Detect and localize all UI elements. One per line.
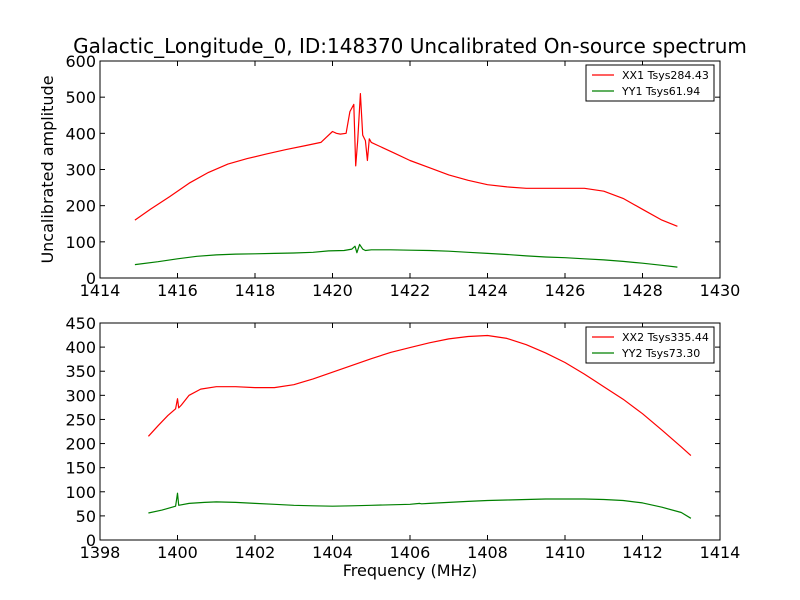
bottom-xtick-label-4: 1406 [390, 543, 431, 562]
bottom-legend-label-2: YY2 Tsys73.30 [621, 347, 700, 360]
top-ytick-label-2: 200 [65, 197, 96, 216]
top-legend: XX1 Tsys284.43 YY1 Tsys61.94 [585, 64, 715, 102]
top-legend-label-1: XX1 Tsys284.43 [622, 69, 709, 82]
top-xtick-label-6: 1426 [545, 281, 586, 300]
bottom-legend-label-1: XX2 Tsys335.44 [622, 331, 709, 344]
bottom-series-2-line [148, 492, 692, 519]
bottom-xtick-label-8: 1414 [700, 543, 741, 562]
bottom-xtick-label-2: 1402 [235, 543, 276, 562]
bottom-ytick-label-6: 300 [65, 386, 96, 405]
top-xtick-label-2: 1418 [235, 281, 276, 300]
bottom-x-axis-label: Frequency (MHz) [343, 561, 477, 580]
top-ytick-label-5: 500 [65, 88, 96, 107]
top-axes: 1414 1416 1418 1420 1422 1424 1426 1428 1430 0 100… [38, 52, 740, 300]
top-series-1-line [134, 92, 678, 227]
bottom-xtick-label-0: 1398 [80, 543, 121, 562]
bottom-axes: 1398 1400 1402 1404 1406 1408 1410 1412 1414 0 50 1… [65, 314, 740, 580]
top-ytick-label-1: 100 [65, 233, 96, 252]
top-ytick-label-3: 300 [65, 161, 96, 180]
figure-title: Galactic_Longitude_0, ID:148370 Uncalibr… [73, 34, 747, 58]
top-ytick-label-0: 0 [86, 269, 96, 288]
top-series-2-line [134, 243, 678, 268]
top-xtick-label-1: 1416 [157, 281, 198, 300]
top-legend-box [585, 64, 715, 102]
bottom-ytick-label-3: 150 [65, 459, 96, 478]
bottom-ytick-label-9: 450 [65, 314, 96, 333]
bottom-xtick-label-3: 1404 [312, 543, 353, 562]
bottom-ytick-label-0: 0 [86, 531, 96, 550]
bottom-xtick-label-5: 1408 [467, 543, 508, 562]
top-ytick-label-6: 600 [65, 52, 96, 71]
top-y-axis-label: Uncalibrated amplitude [38, 75, 57, 263]
bottom-ytick-label-8: 400 [65, 338, 96, 357]
top-xtick-label-8: 1430 [700, 281, 741, 300]
top-xtick-label-7: 1428 [622, 281, 663, 300]
bottom-xtick-label-6: 1410 [545, 543, 586, 562]
bottom-ytick-label-1: 50 [76, 507, 96, 526]
bottom-legend-box [585, 326, 715, 364]
top-legend-label-2: YY1 Tsys61.94 [621, 85, 700, 98]
top-ytick-label-4: 400 [65, 124, 96, 143]
bottom-xtick-label-7: 1412 [622, 543, 663, 562]
top-xtick-label-5: 1424 [467, 281, 508, 300]
bottom-legend: XX2 Tsys335.44 YY2 Tsys73.30 [585, 326, 715, 364]
bottom-ytick-label-7: 350 [65, 362, 96, 381]
bottom-ytick-label-5: 250 [65, 410, 96, 429]
bottom-ytick-label-2: 100 [65, 483, 96, 502]
bottom-series-1-line [147, 334, 692, 457]
top-xtick-label-0: 1414 [80, 281, 121, 300]
bottom-xtick-label-1: 1400 [157, 543, 198, 562]
top-xtick-label-4: 1422 [390, 281, 431, 300]
bottom-ytick-label-4: 200 [65, 435, 96, 454]
top-xtick-label-3: 1420 [312, 281, 353, 300]
